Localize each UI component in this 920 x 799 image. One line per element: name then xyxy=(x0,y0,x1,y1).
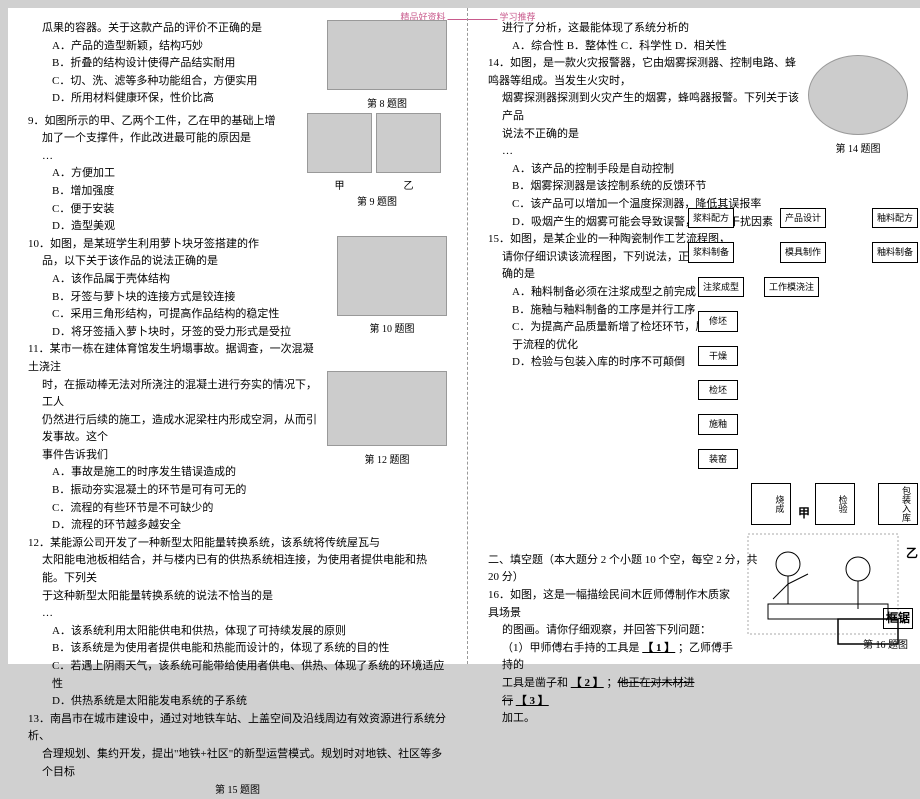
q16-svg xyxy=(738,504,918,654)
flow-r2-3: 釉料制备 xyxy=(872,242,918,262)
q13-stem: 13．南昌市在城市建设中，通过对地铁车站、上盖空间及沿线周边有效资源进行系统分析… xyxy=(28,711,447,746)
q14-opt-a: A．该产品的控制手段是自动控制 xyxy=(512,161,908,179)
q15-opt-a: A．釉料制备必须在注浆成型之前完成 xyxy=(512,284,712,302)
q12-p2: 于这种新型太阳能量转换系统的说法不恰当的是 xyxy=(42,588,447,606)
q12-opt-d: D．供热系统是太阳能发电系统的子系统 xyxy=(52,693,447,711)
left-column: 第 8 题图 瓜果的容器。关于这款产品的评价不正确的是 A．产品的造型新颖，结构… xyxy=(8,8,468,664)
q12-caption: 第 12 题图 xyxy=(327,453,447,469)
q8-caption: 第 8 题图 xyxy=(327,97,447,113)
q12-blank: … xyxy=(42,605,447,623)
q9-jia-label: 甲 xyxy=(307,179,372,195)
q15-opt-c: C．为提高产品质量新增了检坯环节，属于流程的优化 xyxy=(512,319,712,354)
q9-jia-wrap: 甲 xyxy=(307,113,372,196)
q16-illustration: 甲 乙 框锯 第 16 题图 xyxy=(738,504,918,654)
flow-c1: 修坯 xyxy=(698,311,738,331)
q10-image xyxy=(337,236,447,316)
q12-opt-c: C．若遇上阴雨天气，该系统可能带给使用者供电、供热、体现了系统的环境适应性 xyxy=(52,658,447,693)
q16-line3: 加工。 xyxy=(502,710,738,728)
q9-opt-d: D．造型美观 xyxy=(52,218,447,236)
flow-c3: 检坯 xyxy=(698,380,738,400)
q8-image-block: 第 8 题图 xyxy=(327,20,447,113)
right-column: 进行了分析，这最能体现了系统分析的 A．综合性 B．整体性 C．科学性 D．相关… xyxy=(468,8,920,664)
flow-c4: 施釉 xyxy=(698,414,738,434)
q13-p: 合理规划、集约开发，提出"地铁+社区"的新型运营模式。规划时对地铁、社区等多个目… xyxy=(42,746,447,781)
q12-p1: 太阳能电池板相结合，并与楼内已有的供热系统相连接，为使用者提供电能和热能。下列关 xyxy=(42,552,447,587)
q12-opt-b: B．该系统是为使用者提供电能和热能而设计的，体现了系统的目的性 xyxy=(52,640,447,658)
q11-opt-c: C．流程的有些环节是不可缺少的 xyxy=(52,500,447,518)
q9-image-jia xyxy=(307,113,372,173)
flow-r1-1: 浆料配方 xyxy=(688,208,734,228)
q14-image-block: 第 14 题图 xyxy=(808,55,908,158)
flow-r1-2: 产品设计 xyxy=(780,208,826,228)
label-yi: 乙 xyxy=(906,544,918,563)
flow-c5: 装窑 xyxy=(698,449,738,469)
q9-image-block: 甲 乙 第 9 题图 xyxy=(307,113,447,212)
flow-r2-2: 模具制作 xyxy=(780,242,826,262)
q11-opt-d: D．流程的环节越多越安全 xyxy=(52,517,447,535)
flow-c2: 干燥 xyxy=(698,346,738,366)
q16-stem: 16．如图，这是一幅描绘民间木匠师傅制作木质家具场景 xyxy=(488,587,738,622)
q12-image xyxy=(327,371,447,446)
q12-image-block: 第 12 题图 xyxy=(327,371,447,469)
q13-opts: A．综合性 B．整体性 C．科学性 D．相关性 xyxy=(512,38,908,56)
q16-caption: 第 16 题图 xyxy=(863,638,908,654)
q15-opt-b: B．施釉与釉料制备的工序是并行工序 xyxy=(512,302,712,320)
flowchart: 浆料配方 产品设计 釉料配方 浆料制备 模具制作 釉料制备 注浆成型 工作模浇注… xyxy=(688,208,918,525)
q10-caption: 第 10 题图 xyxy=(337,322,447,338)
q9-yi-label: 乙 xyxy=(376,179,441,195)
q15-opt-d: D．检验与包装入库的时序不可颠倒 xyxy=(512,354,712,372)
q12-opt-a: A．该系统利用太阳能供电和供热，体现了可持续发展的原则 xyxy=(52,623,447,641)
q14-opt-b: B．烟雾探测器是该控制系统的反馈环节 xyxy=(512,178,908,196)
q12-stem: 12．某能源公司开发了一种新型太阳能量转换系统，该系统将传统屋瓦与 xyxy=(28,535,447,553)
q16-line1: （1）甲师傅右手持的工具是 【 1 】 ；乙师傅手持的 xyxy=(502,640,738,675)
q11-opt-b: B．振动夯实混凝土的环节是可有可无的 xyxy=(52,482,447,500)
flow-r3b: 工作模浇注 xyxy=(764,277,819,297)
q15-caption-left: 第 15 题图 xyxy=(28,783,447,799)
label-kuangju: 框锯 xyxy=(883,608,913,629)
q13-cont: 进行了分析，这最能体现了系统分析的 xyxy=(502,20,908,38)
q16-line2: 工具是凿子和 【 2 】 ；他正在对木材进行 【 3 】 xyxy=(502,675,738,710)
page: 精品好资料学习推荐 第 8 题图 瓜果的容器。关于这款产品的评价不正确的是 A．… xyxy=(8,8,920,664)
q16-p: 的图画。请你仔细观察，并回答下列问题： xyxy=(502,622,738,640)
q10-image-block: 第 10 题图 xyxy=(337,236,447,339)
flow-r2-1: 浆料制备 xyxy=(688,242,734,262)
q8-image xyxy=(327,20,447,90)
label-jia: 甲 xyxy=(798,504,810,523)
flow-r3a: 注浆成型 xyxy=(698,277,744,297)
flow-r1-3: 釉料配方 xyxy=(872,208,918,228)
q9-image-yi xyxy=(376,113,441,173)
q14-image xyxy=(808,55,908,135)
q14-caption: 第 14 题图 xyxy=(808,142,908,158)
q9-caption: 第 9 题图 xyxy=(307,195,447,211)
q9-yi-wrap: 乙 xyxy=(376,113,441,196)
